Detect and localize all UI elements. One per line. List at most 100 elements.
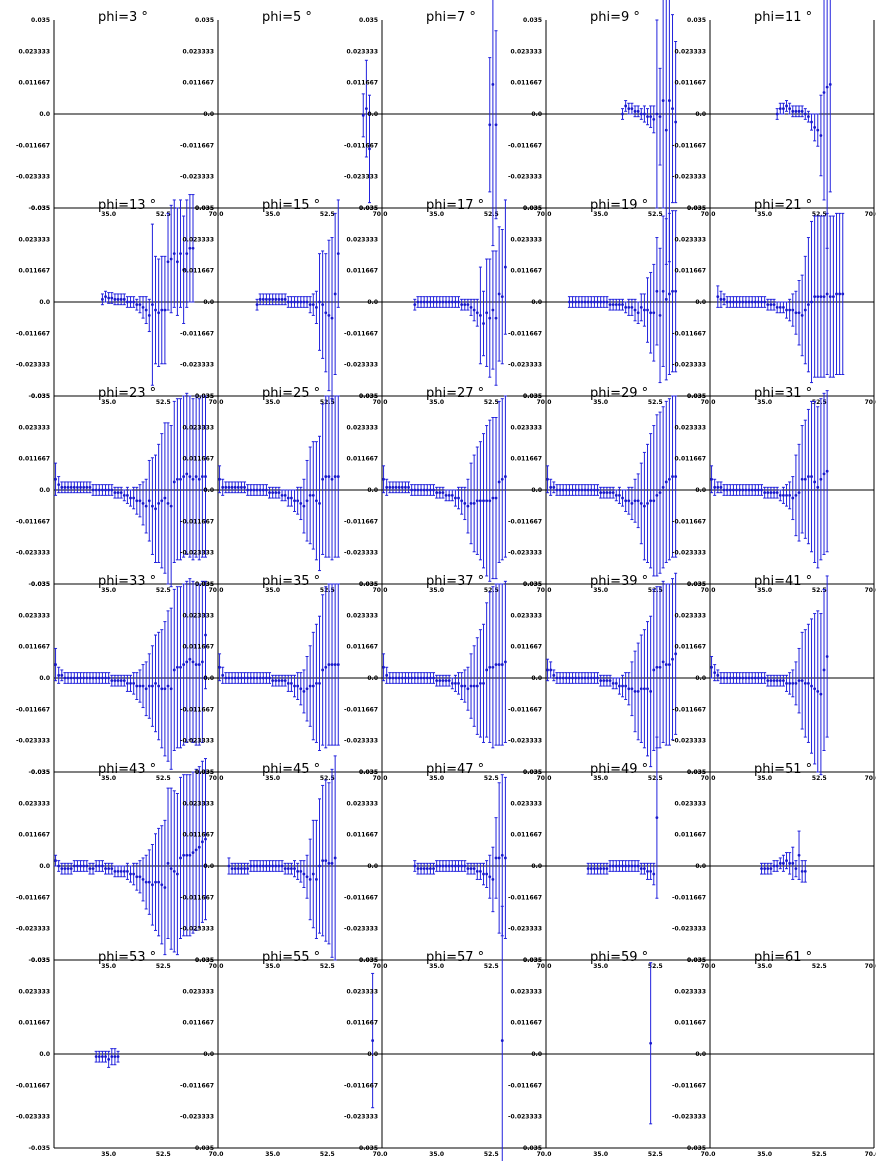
data-point	[299, 502, 303, 505]
data-point	[488, 875, 492, 879]
y-tick-label: 0.023333	[346, 424, 378, 431]
y-tick-label: 0.035	[359, 205, 378, 212]
data-point	[491, 496, 495, 500]
data-point	[841, 292, 845, 296]
data-point	[204, 633, 207, 637]
data-point	[135, 684, 139, 688]
x-tick-label: 52.5	[320, 1151, 335, 1158]
data-point	[800, 314, 804, 317]
data-point	[454, 681, 457, 685]
data-point	[419, 300, 423, 304]
y-tick-label: 0.035	[195, 957, 214, 964]
data-point	[630, 107, 634, 111]
data-point	[94, 864, 98, 868]
data-point	[394, 485, 398, 489]
y-tick-label: 0.035	[195, 581, 214, 588]
x-tick-label: 35.0	[429, 399, 444, 406]
y-tick-label: 0.011667	[510, 456, 542, 463]
data-point	[447, 679, 451, 683]
data-point	[277, 864, 281, 868]
data-point	[627, 107, 631, 111]
panel-phi-23: 0.035 0.023333 0.011667 0.0 -0.011667 -0.0233…	[16, 386, 223, 594]
data-point	[800, 869, 804, 873]
data-point	[568, 488, 571, 492]
data-point	[611, 491, 615, 495]
y-tick-label: 0.0	[367, 487, 378, 494]
data-point	[438, 864, 442, 868]
y-tick-label: 0.0	[39, 111, 50, 118]
data-point	[671, 107, 674, 111]
y-tick-label: -0.023333	[672, 362, 706, 369]
data-point	[738, 300, 742, 304]
data-point	[425, 867, 429, 871]
data-point	[91, 867, 95, 871]
data-point	[327, 314, 331, 317]
data-point	[429, 676, 432, 680]
panel-title: phi=21 °	[754, 198, 812, 213]
data-point	[602, 867, 606, 871]
y-tick-label: 0.0	[695, 675, 706, 682]
data-point	[302, 690, 306, 693]
y-tick-label: 0.023333	[346, 800, 378, 807]
data-point	[166, 684, 170, 688]
data-point	[760, 867, 763, 871]
data-point	[469, 502, 473, 505]
data-point	[419, 488, 423, 492]
data-point	[828, 295, 832, 299]
data-point	[627, 305, 631, 309]
data-point	[246, 867, 250, 871]
data-point	[265, 488, 268, 492]
data-series	[227, 755, 337, 961]
data-point	[179, 252, 182, 256]
x-tick-label: 35.0	[593, 587, 608, 594]
data-point	[72, 485, 76, 489]
data-point	[813, 295, 817, 299]
data-point	[110, 679, 114, 683]
data-point	[230, 485, 234, 489]
data-point	[388, 676, 392, 680]
panel-title: phi=41 °	[754, 574, 812, 589]
data-point	[107, 488, 111, 492]
data-point	[778, 107, 782, 111]
data-point	[432, 488, 435, 492]
data-point	[240, 867, 243, 871]
data-point	[621, 303, 624, 307]
data-point	[658, 491, 662, 495]
y-tick-label: 0.0	[695, 863, 706, 870]
data-point	[710, 665, 713, 669]
data-point	[775, 679, 779, 683]
data-point	[185, 853, 189, 857]
x-tick-label: 70.0	[209, 587, 224, 594]
data-point	[293, 867, 296, 871]
data-point	[664, 480, 668, 484]
panel-phi-5: 0.035 0.023333 0.011667 0.0 -0.011667 -0.0233…	[180, 10, 387, 218]
data-point	[552, 485, 556, 489]
data-point	[82, 864, 86, 868]
data-point	[463, 502, 467, 505]
data-point	[413, 864, 417, 868]
y-tick-label: -0.035	[357, 769, 378, 776]
y-tick-label: -0.035	[193, 769, 214, 776]
x-tick-label: 70.0	[209, 399, 224, 406]
y-tick-label: -0.011667	[180, 894, 214, 901]
data-point	[735, 676, 738, 680]
y-tick-label: 0.035	[687, 393, 706, 400]
data-point	[91, 676, 95, 680]
data-point	[107, 296, 111, 300]
data-point	[791, 308, 795, 312]
data-point	[318, 681, 321, 685]
data-point	[810, 300, 813, 304]
data-point	[710, 477, 713, 481]
data-point	[85, 676, 89, 680]
data-point	[596, 300, 599, 304]
data-point	[482, 872, 485, 876]
data-point	[794, 493, 798, 497]
data-point	[94, 1055, 98, 1059]
data-point	[302, 300, 306, 304]
panel-phi-29: 0.035 0.023333 0.011667 0.0 -0.011667 -0.0233…	[508, 386, 715, 594]
data-point	[568, 300, 571, 304]
y-tick-label: -0.023333	[16, 926, 50, 933]
data-point	[230, 867, 234, 871]
y-tick-label: -0.035	[521, 769, 542, 776]
y-tick-label: 0.0	[695, 111, 706, 118]
